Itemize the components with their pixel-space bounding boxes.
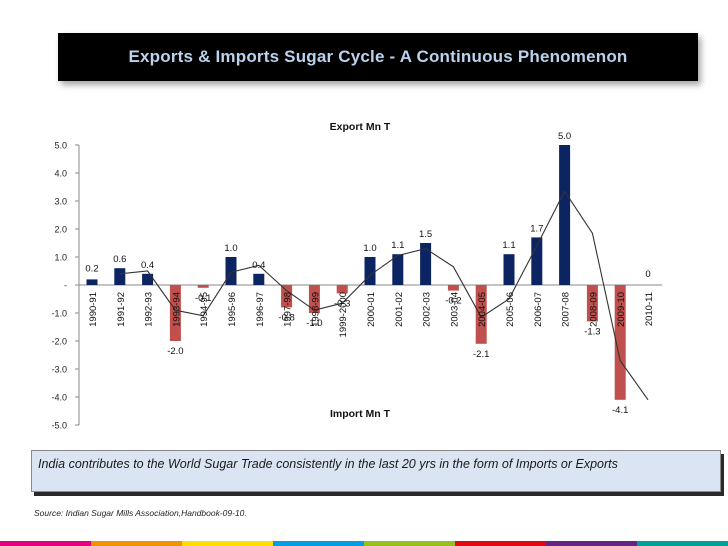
y-tick-label: -4.0 [51, 393, 67, 403]
x-category-label: 2004-05 [477, 292, 488, 327]
footer-color-segment [637, 541, 728, 546]
export-bar [503, 254, 515, 285]
data-label: -2.0 [167, 346, 183, 357]
caption-box: India contributes to the World Sugar Tra… [31, 450, 721, 492]
data-label: -4.1 [612, 405, 628, 416]
data-label: -0.2 [445, 296, 461, 307]
import-bar [475, 285, 487, 344]
x-category-label: 1994-95 [199, 292, 210, 327]
x-category-label: 2007-08 [561, 292, 572, 327]
export-bar [253, 273, 265, 285]
export-bar [420, 243, 432, 285]
y-tick-label: -3.0 [51, 365, 67, 375]
export-bar [531, 237, 543, 285]
import-bar [447, 285, 459, 291]
y-tick-label: 2.0 [54, 225, 67, 235]
import-bar [586, 285, 598, 322]
x-category-label: 1998-99 [310, 292, 321, 327]
data-label: 5.0 [558, 131, 571, 142]
export-bar [114, 268, 126, 285]
export-series-label: Export Mn T [330, 121, 391, 133]
x-category-label: 1992-93 [144, 292, 155, 327]
import-bar [169, 285, 181, 341]
export-bar [86, 279, 98, 285]
y-tick-label: - [64, 281, 67, 291]
y-tick-label: 3.0 [54, 197, 67, 207]
x-category-label: 2008-09 [588, 292, 599, 327]
x-category-label: 1995-96 [227, 292, 238, 327]
footer-color-segment [364, 541, 455, 546]
data-label: 1.1 [391, 240, 404, 251]
y-tick-label: 5.0 [54, 141, 67, 151]
data-label: 0.2 [85, 263, 98, 274]
import-series-label: Import Mn T [330, 408, 391, 420]
x-category-label: 1999-2000 [338, 292, 349, 337]
data-label: 1.1 [502, 240, 515, 251]
export-bar [559, 145, 571, 285]
data-label: 1.0 [224, 243, 237, 254]
data-label: 1.5 [419, 229, 432, 240]
data-label: 0.6 [113, 254, 126, 265]
y-tick-label: 4.0 [54, 169, 67, 179]
trend-line [119, 190, 649, 401]
data-label: -0.8 [278, 312, 294, 323]
y-tick-label: -5.0 [51, 421, 67, 431]
export-bar [364, 257, 376, 285]
x-category-label: 2006-07 [533, 292, 544, 327]
data-label: -1.3 [584, 326, 600, 337]
chart-title: Exports & Imports Sugar Cycle - A Contin… [128, 47, 628, 66]
data-label: -2.1 [473, 349, 489, 360]
data-label: -0.1 [195, 293, 211, 304]
export-bar [225, 257, 237, 285]
footer-color-segment [455, 541, 546, 546]
data-label: 0.4 [141, 260, 154, 271]
import-bar [197, 285, 209, 288]
export-bar [392, 254, 404, 285]
x-category-label: 1996-97 [255, 292, 266, 327]
x-category-label: 1993-94 [171, 292, 182, 327]
import-bar [308, 285, 320, 313]
title-bar: Exports & Imports Sugar Cycle - A Contin… [58, 33, 698, 81]
x-category-label: 2003-04 [449, 292, 460, 327]
data-label: 0.4 [252, 260, 265, 271]
data-label: -1.0 [306, 318, 322, 329]
data-label: 1.7 [530, 223, 543, 234]
footer-color-segment [91, 541, 182, 546]
y-tick-label: -1.0 [51, 309, 67, 319]
x-category-label: 1991-92 [116, 292, 127, 327]
data-label: 1.0 [363, 243, 376, 254]
x-category-label: 2009-10 [616, 292, 627, 327]
data-label: -0.3 [334, 298, 350, 309]
source-note: Source: Indian Sugar Mills Association,H… [34, 508, 247, 518]
x-category-label: 1990-91 [88, 292, 99, 327]
import-bar [614, 285, 626, 400]
data-label: 0 [645, 269, 650, 280]
footer-color-strip [0, 541, 728, 546]
x-category-label: 2000-01 [366, 292, 377, 327]
import-bar [281, 285, 293, 308]
import-bar [336, 285, 348, 294]
x-category-label: 2005-06 [505, 292, 516, 327]
caption-text: India contributes to the World Sugar Tra… [38, 457, 618, 471]
footer-color-segment [546, 541, 637, 546]
x-category-label: 2001-02 [394, 292, 405, 327]
footer-color-segment [182, 541, 273, 546]
x-category-label: 2010-11 [644, 292, 655, 326]
x-category-label: 1997-98 [283, 292, 294, 327]
footer-color-segment [273, 541, 364, 546]
y-tick-label: -2.0 [51, 337, 67, 347]
export-bar [142, 273, 154, 285]
footer-color-segment [0, 541, 91, 546]
y-tick-label: 1.0 [54, 253, 67, 263]
x-category-label: 2002-03 [422, 292, 433, 327]
